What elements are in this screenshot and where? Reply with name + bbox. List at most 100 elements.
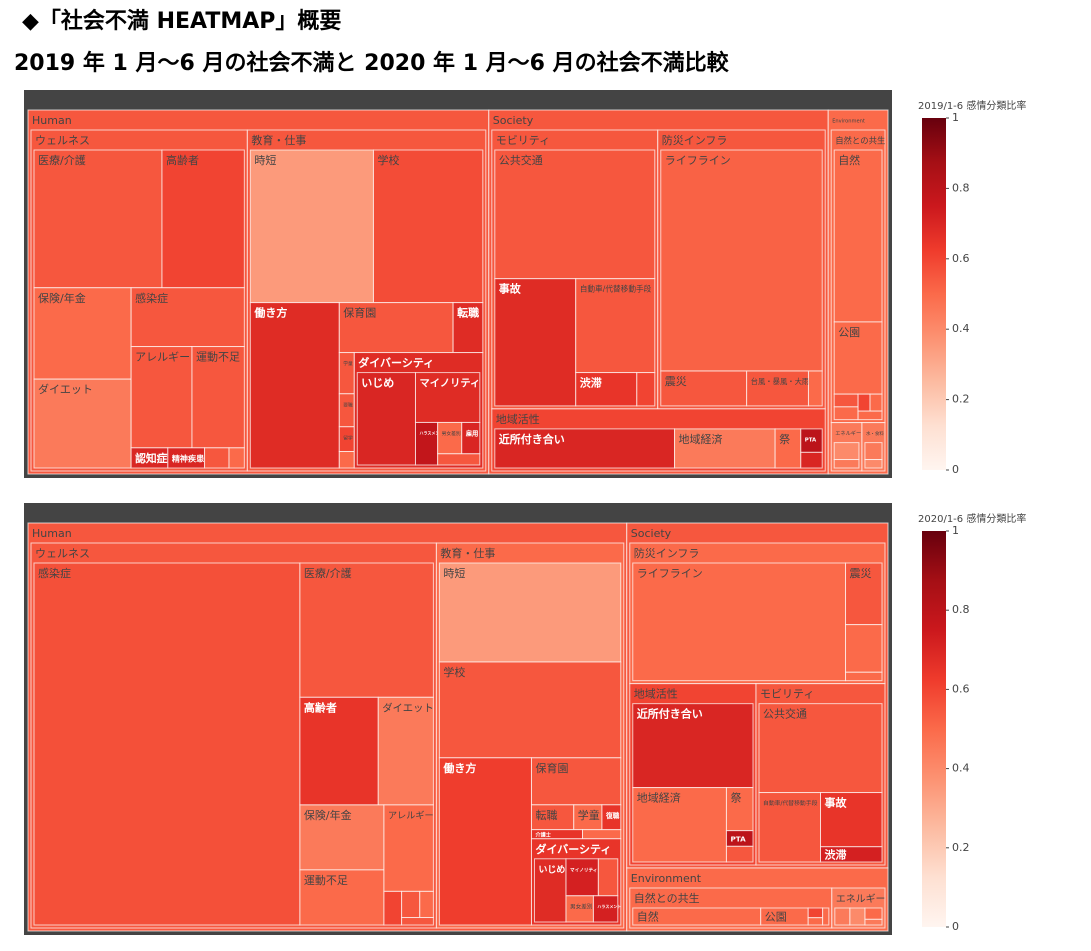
tile-label: 要職	[343, 401, 353, 408]
tile-label: 男女差別	[570, 902, 593, 910]
tile-label: 感染症	[135, 291, 168, 305]
treemap-tile	[833, 321, 883, 395]
tile-label: 近所付き合い	[499, 432, 565, 446]
colorbar-tick-label: 1	[952, 524, 959, 537]
treemap-tile	[494, 149, 656, 280]
tile-label: 時短	[443, 566, 465, 580]
tile-label: 高齢者	[166, 153, 199, 167]
treemap-tile	[372, 149, 484, 304]
colorbar-tick-label: 0.8	[952, 181, 970, 194]
treemap-tile	[33, 149, 163, 289]
tile-label: 自動車/代替移動手段	[580, 284, 652, 294]
treemap-tile	[582, 829, 622, 840]
group-label: ウェルネス	[35, 134, 90, 147]
treemap-tile	[632, 562, 847, 682]
page-subtitle: 2019 年 1 月～6 月の社会不満と 2020 年 1 月～6 月の社会不満…	[14, 50, 730, 76]
colorbar	[922, 531, 946, 927]
treemap-tile	[419, 890, 434, 919]
tile-label: 保育園	[535, 761, 568, 775]
colorbar-tick-label: 1	[952, 111, 959, 124]
tile-label: 公共交通	[499, 153, 543, 167]
treemap-tile	[807, 907, 824, 919]
tile-label: 事故	[825, 796, 848, 810]
tile-label: 地域経済	[679, 432, 723, 446]
tile-label: いじめ	[361, 377, 394, 390]
tile-label: 働き方	[442, 761, 476, 775]
treemap-tile	[299, 562, 434, 698]
group-label: 教育・仕事	[251, 133, 306, 147]
treemap-tile	[857, 410, 883, 421]
treemap-tile	[632, 787, 727, 863]
treemap-tile	[834, 907, 851, 926]
colorbar-tick-label: 0.6	[952, 252, 970, 265]
treemap-tile	[401, 917, 434, 926]
page-title: ◆「社会不満 HEATMAP」概要	[22, 8, 341, 34]
tile-label: ハラスメント	[597, 903, 621, 909]
treemap-tile	[565, 858, 599, 897]
tile-label: 働き方	[253, 306, 287, 320]
treemap-tile	[249, 149, 374, 304]
treemap-tile	[822, 907, 830, 926]
tile-label: 学校	[443, 665, 465, 679]
treemap-tile	[494, 278, 577, 407]
treemap-tile	[849, 907, 866, 926]
tile-label: ライフライン	[637, 567, 703, 580]
group-label: Human	[32, 527, 72, 540]
tile-label: 地域経済	[637, 791, 681, 805]
tile-label: 渋滞	[825, 847, 847, 861]
treemap-tile	[864, 918, 883, 926]
treemap-tile	[414, 421, 439, 466]
colorbar-tick-label: 0.2	[952, 841, 970, 854]
treemap-tile	[807, 370, 823, 407]
treemap-tile	[833, 393, 859, 408]
treemap-tile	[299, 869, 385, 926]
colorbar-title: 2020/1-6 感情分類比率	[918, 512, 1026, 525]
tile-label: 事故	[499, 282, 522, 296]
tile-label: ライフライン	[665, 154, 731, 167]
tile-label: マイノリティ	[419, 378, 480, 390]
treemap-tile	[674, 428, 776, 469]
treemap-tile	[437, 421, 463, 455]
tile-label: 高齢者	[304, 700, 337, 714]
tile-label: ハラスメント	[419, 429, 443, 435]
tile-label: PTA	[805, 437, 817, 443]
tile-label: PTA	[730, 834, 746, 843]
treemap-tile	[833, 459, 860, 469]
group-label: 防災インフラ	[662, 133, 728, 147]
treemap-tile	[725, 845, 754, 863]
treemap-tile	[338, 393, 355, 428]
colorbar-tick-label: 0.4	[952, 322, 970, 335]
treemap-tile	[356, 372, 416, 466]
treemap-tile	[204, 447, 230, 469]
treemap-tile	[869, 393, 883, 412]
group-label: 自然との共生	[835, 136, 885, 146]
colorbar-tick-label: 0	[952, 463, 959, 476]
group-label: エネルギー	[836, 893, 886, 905]
tile-label: 転職	[535, 809, 557, 822]
tile-label: 保険/年金	[38, 291, 86, 305]
tile-label: マイノリティ	[570, 867, 597, 873]
group-label: 防災インフラ	[634, 546, 700, 560]
tile-label: 公園	[838, 326, 860, 339]
treemap-tile	[33, 378, 132, 469]
treemap-tile	[299, 804, 385, 871]
group-label: エネルギー	[835, 430, 861, 437]
treemap-tile	[800, 451, 823, 469]
treemap-tile	[530, 804, 575, 831]
tile-label: 祭	[779, 433, 790, 446]
treemap-tile	[338, 352, 355, 395]
treemap-tile	[191, 346, 245, 449]
treemap-tile	[438, 562, 622, 663]
colorbar-tick-label: 0.8	[952, 603, 970, 616]
tile-label: 渋滞	[580, 376, 602, 390]
treemap-tile	[438, 661, 622, 759]
colorbar-tick-label: 0.2	[952, 393, 970, 406]
tile-label: 運動不足	[196, 350, 240, 364]
group-label: Environment	[832, 119, 865, 125]
group-label: Human	[32, 114, 72, 127]
treemap-tile	[660, 370, 748, 407]
treemap-tile	[864, 907, 883, 920]
group-label: モビリティ	[496, 134, 550, 147]
